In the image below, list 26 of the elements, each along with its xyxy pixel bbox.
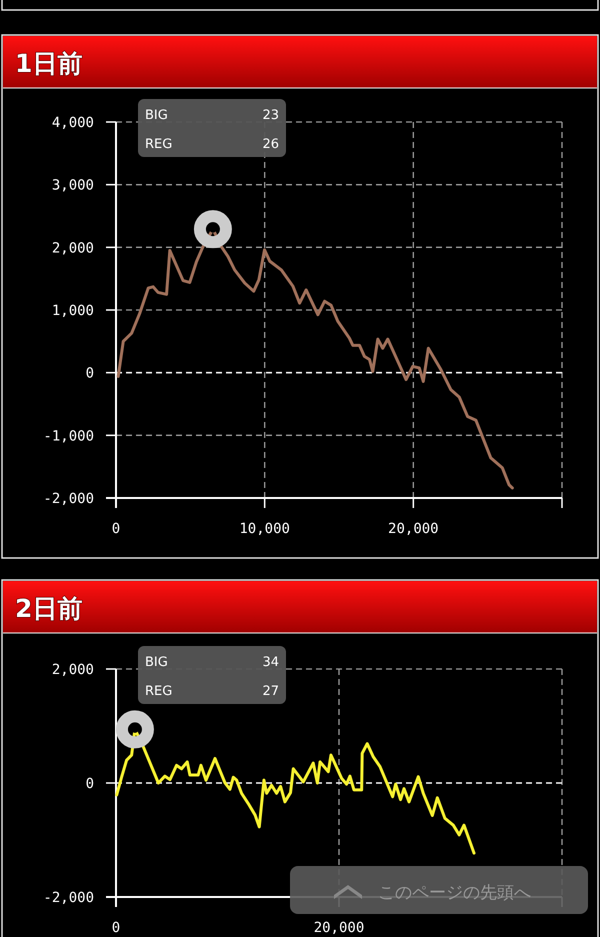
y-tick-label: 1,000 xyxy=(52,303,94,319)
y-tick-label: 0 xyxy=(86,776,94,792)
picture-back-to-top-button: このページの先頭へ xyxy=(290,866,588,914)
y-tick-label: -2,000 xyxy=(43,491,94,507)
y-tick-label: 0 xyxy=(86,366,94,382)
y-tick-label: 2,000 xyxy=(52,662,94,678)
y-tick-label: 2,000 xyxy=(52,240,94,256)
x-tick-label: 20,000 xyxy=(314,920,364,936)
annotation: 27 xyxy=(262,684,279,699)
annotation: REG xyxy=(145,137,172,152)
x-tick-label: 20,000 xyxy=(388,521,439,537)
annotation: BIG xyxy=(145,108,168,123)
y-tick-label: 3,000 xyxy=(52,178,94,194)
x-tick-label: 10,000 xyxy=(239,521,290,537)
annotation: このページの先頭へ xyxy=(378,883,531,903)
chart-title: 2日前 xyxy=(15,594,82,623)
annotation: 23 xyxy=(262,108,279,123)
annotation: REG xyxy=(145,684,172,699)
y-tick-label: 4,000 xyxy=(52,115,94,131)
y-tick-label: -2,000 xyxy=(43,890,94,906)
y-tick-label: -1,000 xyxy=(43,428,94,444)
annotation: 34 xyxy=(262,655,279,670)
annotation: BIG xyxy=(145,655,168,670)
x-tick-label: 0 xyxy=(112,521,120,537)
chart-title: 1日前 xyxy=(15,49,82,78)
annotation: 26 xyxy=(262,137,279,152)
